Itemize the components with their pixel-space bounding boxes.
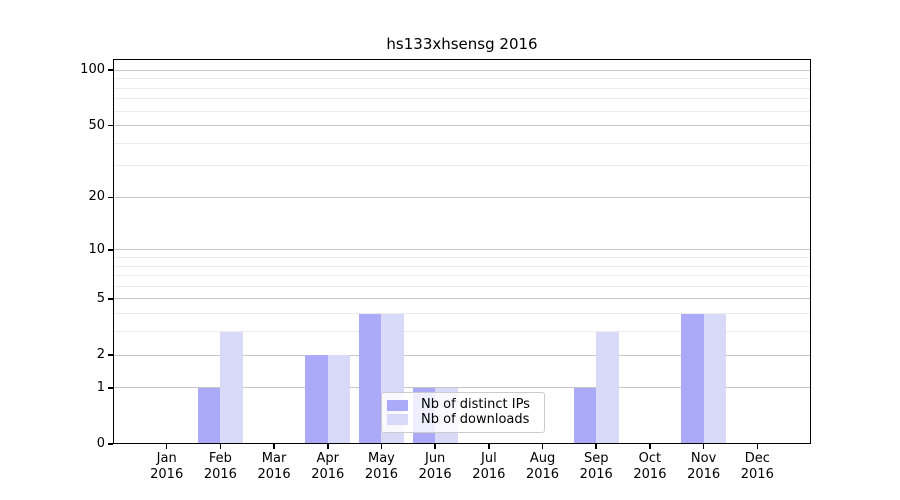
x-tick-label: May 2016 bbox=[364, 451, 398, 482]
gridline-major bbox=[113, 354, 811, 356]
gridline-minor bbox=[113, 98, 811, 100]
legend: Nb of distinct IPs Nb of downloads bbox=[381, 392, 545, 433]
y-tick-label: 10 bbox=[88, 241, 105, 257]
bar-distinct-ips-sep bbox=[573, 387, 597, 444]
gridline-minor bbox=[113, 331, 811, 333]
x-tickmark bbox=[165, 444, 168, 449]
x-tick-label: Mar 2016 bbox=[257, 451, 291, 482]
bar-downloads-nov bbox=[703, 313, 727, 444]
gridline-major bbox=[113, 249, 811, 251]
x-tick-label: Apr 2016 bbox=[311, 451, 345, 482]
y-tick-label: 20 bbox=[88, 189, 105, 205]
legend-label-distinct-ips: Nb of distinct IPs bbox=[421, 397, 530, 413]
x-tickmark bbox=[219, 444, 222, 449]
x-tickmark bbox=[541, 444, 544, 449]
y-tickmark bbox=[108, 124, 113, 127]
y-tickmark bbox=[108, 354, 113, 356]
gridline-major bbox=[113, 387, 811, 389]
gridline-minor bbox=[113, 313, 811, 315]
x-tickmark bbox=[273, 444, 275, 449]
chart-title: hs133xhsensg 2016 bbox=[386, 35, 538, 53]
x-tick-label: Feb 2016 bbox=[203, 451, 237, 482]
legend-row-downloads: Nb of downloads bbox=[387, 411, 535, 427]
x-tick-label: Jul 2016 bbox=[472, 451, 506, 482]
gridline-minor bbox=[113, 165, 811, 167]
x-tick-label: Aug 2016 bbox=[525, 451, 560, 482]
gridline-minor bbox=[113, 110, 811, 112]
gridline-minor bbox=[113, 265, 811, 267]
gridline-minor bbox=[113, 257, 811, 258]
bar-distinct-ips-nov bbox=[681, 313, 704, 444]
x-tickmark bbox=[702, 444, 705, 449]
y-tick-label: 50 bbox=[88, 117, 105, 133]
x-tick-label: Oct 2016 bbox=[633, 451, 667, 482]
gridline-major bbox=[113, 69, 811, 71]
y-tickmark bbox=[108, 387, 113, 389]
gridline-major bbox=[113, 298, 811, 300]
y-tick-label: 2 bbox=[96, 347, 105, 363]
legend-swatch-downloads bbox=[387, 414, 408, 426]
legend-label-downloads: Nb of downloads bbox=[421, 411, 530, 427]
bar-distinct-ips-may bbox=[358, 313, 382, 444]
y-tickmark bbox=[108, 196, 113, 199]
x-tickmark bbox=[649, 444, 651, 449]
y-tickmark bbox=[108, 443, 113, 445]
y-tickmark bbox=[108, 249, 113, 251]
gridline-minor bbox=[113, 87, 811, 89]
x-tickmark bbox=[380, 444, 383, 449]
x-tickmark bbox=[756, 444, 759, 449]
x-tick-label: Sep 2016 bbox=[579, 451, 613, 482]
gridline-minor bbox=[113, 78, 811, 80]
x-tick-label: Jan 2016 bbox=[150, 451, 184, 482]
legend-row-distinct-ips: Nb of distinct IPs bbox=[387, 398, 535, 412]
bar-downloads-sep bbox=[596, 331, 619, 444]
x-tickmark bbox=[434, 444, 436, 449]
y-tick-label: 1 bbox=[96, 379, 105, 395]
x-tick-label: Dec 2016 bbox=[740, 451, 774, 482]
bar-distinct-ips-apr bbox=[305, 355, 328, 444]
bar-downloads-apr bbox=[327, 355, 351, 444]
x-tickmark bbox=[488, 444, 490, 449]
x-tick-label: Jun 2016 bbox=[418, 451, 452, 482]
y-tickmark bbox=[108, 298, 113, 300]
bar-distinct-ips-feb bbox=[197, 387, 221, 444]
legend-swatch-distinct-ips bbox=[387, 399, 408, 411]
x-tickmark bbox=[595, 444, 597, 449]
x-tick-label: Nov 2016 bbox=[687, 451, 721, 482]
y-tick-label: 0 bbox=[96, 436, 105, 451]
gridline-major bbox=[113, 125, 811, 127]
gridline-minor bbox=[113, 142, 811, 144]
y-tick-label: 100 bbox=[80, 62, 105, 78]
gridline-major bbox=[113, 196, 811, 198]
gridline-minor bbox=[113, 275, 811, 277]
y-tick-label: 5 bbox=[96, 290, 105, 306]
gridline-minor bbox=[113, 285, 811, 287]
y-tickmark bbox=[108, 69, 113, 71]
x-tickmark bbox=[327, 444, 329, 449]
bar-downloads-feb bbox=[220, 331, 243, 444]
